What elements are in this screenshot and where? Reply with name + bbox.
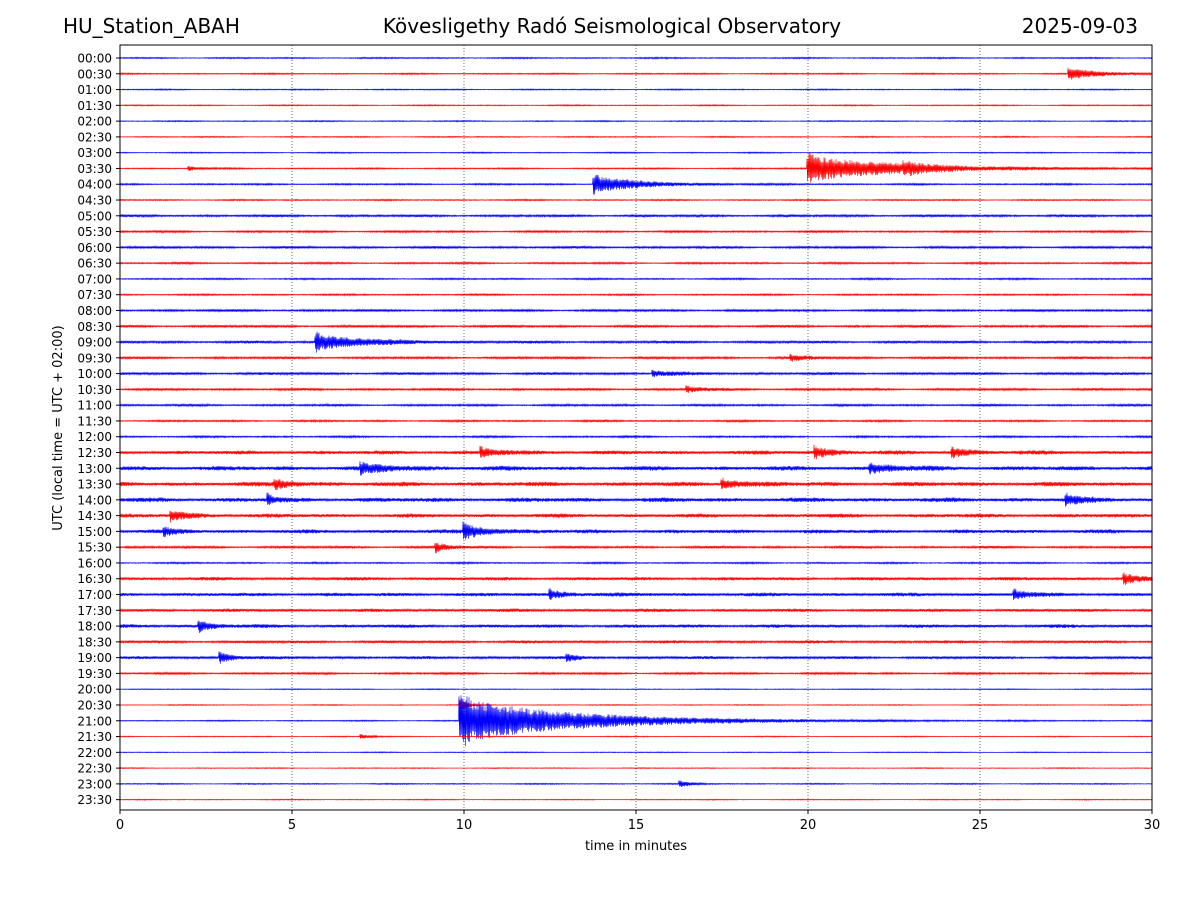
y-tick-label: 19:00 [77, 651, 112, 665]
y-tick-label: 23:30 [77, 793, 112, 807]
y-tick-label: 14:30 [77, 509, 112, 523]
trace-1000 [119, 369, 1153, 378]
x-tick-label: 5 [288, 818, 296, 833]
y-tick-label: 04:00 [77, 178, 112, 192]
trace-1030 [119, 385, 1153, 394]
trace-0300 [119, 151, 1153, 155]
y-tick-label: 03:00 [77, 146, 112, 160]
trace-1500 [119, 521, 1153, 540]
x-tick-label: 15 [628, 818, 645, 833]
trace-1330 [119, 477, 1153, 491]
y-tick-label: 10:30 [77, 383, 112, 397]
trace-1200 [119, 434, 1153, 439]
trace-2200 [119, 751, 1153, 754]
trace-2030 [119, 698, 1153, 713]
trace-1430 [119, 510, 1153, 523]
y-tick-label: 07:00 [77, 272, 112, 286]
y-tick-label: 20:00 [77, 683, 112, 697]
y-tick-label: 02:30 [77, 130, 112, 144]
y-tick-label: 06:30 [77, 257, 112, 271]
observatory-title: Kövesligethy Radó Seismological Observat… [382, 14, 842, 38]
trace-0430 [119, 198, 1153, 202]
trace-0630 [119, 260, 1153, 266]
y-tick-label: 05:30 [77, 225, 112, 239]
y-tick-label: 04:30 [77, 194, 112, 208]
x-tick-label: 25 [972, 818, 989, 833]
y-tick-label: 19:30 [77, 667, 112, 681]
trace-1930 [119, 671, 1153, 676]
y-tick-label: 22:00 [77, 746, 112, 760]
y-tick-label: 16:00 [77, 556, 112, 570]
trace-1630 [119, 572, 1153, 586]
trace-1600 [119, 560, 1153, 566]
x-axis-ticks: 0 5 10 15 20 25 30 [116, 810, 1160, 833]
y-tick-label: 22:30 [77, 762, 112, 776]
y-tick-label: 11:00 [77, 399, 112, 413]
y-tick-label: 00:00 [77, 52, 112, 66]
x-tick-label: 0 [116, 818, 124, 833]
y-tick-label: 21:00 [77, 714, 112, 728]
y-tick-label: 20:30 [77, 698, 112, 712]
y-tick-label: 01:00 [77, 83, 112, 97]
y-axis-label: UTC (local time = UTC + 02:00) [51, 325, 66, 530]
trace-1830 [119, 639, 1153, 645]
y-tick-label: 16:30 [77, 572, 112, 586]
trace-1530 [119, 542, 1153, 554]
y-tick-label: 12:30 [77, 446, 112, 460]
y-tick-label: 05:00 [77, 209, 112, 223]
x-tick-label: 20 [800, 818, 817, 833]
y-tick-label: 07:30 [77, 288, 112, 302]
y-tick-label: 03:30 [77, 162, 112, 176]
y-tick-label: 17:30 [77, 604, 112, 618]
y-tick-label: 21:30 [77, 730, 112, 744]
y-tick-label: 18:30 [77, 635, 112, 649]
y-tick-label: 15:00 [77, 525, 112, 539]
trace-0330 [119, 152, 1153, 183]
y-tick-label: 18:00 [77, 620, 112, 634]
trace-1230 [119, 444, 1153, 460]
y-tick-label: 09:00 [77, 336, 112, 350]
y-tick-label: 08:30 [77, 320, 112, 334]
y-tick-label: 08:00 [77, 304, 112, 318]
trace-2130 [119, 733, 1153, 739]
y-tick-label: 12:00 [77, 430, 112, 444]
y-tick-label: 01:30 [77, 99, 112, 113]
y-tick-label: 11:30 [77, 414, 112, 428]
y-tick-label: 02:00 [77, 115, 112, 129]
gridline-layer [291, 45, 981, 810]
trace-1800 [119, 620, 1153, 634]
trace-0230 [119, 135, 1153, 139]
plot-date: 2025-09-03 [1021, 14, 1138, 38]
trace-2330 [119, 798, 1153, 801]
x-tick-label: 10 [456, 818, 473, 833]
y-tick-label: 17:00 [77, 588, 112, 602]
y-tick-label: 14:00 [77, 493, 112, 507]
y-tick-label: 06:00 [77, 241, 112, 255]
y-tick-label: 13:30 [77, 478, 112, 492]
trace-0830 [119, 323, 1153, 329]
x-tick-label: 30 [1144, 818, 1161, 833]
trace-0030 [119, 67, 1153, 80]
trace-0700 [119, 276, 1153, 281]
trace-2000 [119, 688, 1153, 691]
station-name: HU_Station_ABAH [63, 14, 240, 38]
y-tick-label: 00:30 [77, 67, 112, 81]
y-tick-label: 10:00 [77, 367, 112, 381]
y-tick-label: 13:00 [77, 462, 112, 476]
y-tick-label: 23:00 [77, 777, 112, 791]
trace-0100 [119, 88, 1153, 92]
x-axis-label: time in minutes [585, 839, 687, 854]
y-tick-label: 15:30 [77, 541, 112, 555]
trace-0500 [119, 213, 1153, 219]
y-tick-label: 09:30 [77, 351, 112, 365]
